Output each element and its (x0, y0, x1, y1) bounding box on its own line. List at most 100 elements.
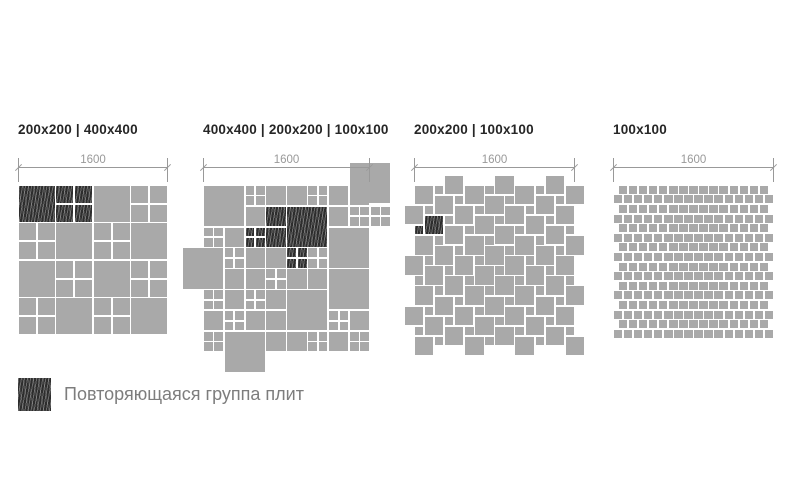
tile (37, 298, 55, 316)
tile (318, 185, 328, 195)
tile (639, 301, 648, 309)
tile (56, 223, 93, 260)
tile (434, 296, 454, 315)
tile (485, 246, 504, 265)
tile (203, 332, 213, 341)
tile (659, 224, 668, 233)
tile (744, 195, 753, 204)
tile (628, 262, 638, 271)
tile (613, 310, 623, 319)
dimension-extension-left (203, 158, 204, 182)
tile (182, 248, 224, 289)
tile (266, 290, 286, 310)
tile (684, 310, 693, 319)
tile (214, 332, 224, 341)
tile (434, 236, 444, 245)
tile-dark (56, 204, 74, 222)
tile (404, 306, 424, 325)
tile (618, 243, 628, 252)
tile (639, 320, 648, 329)
tile (628, 185, 638, 194)
tile (318, 332, 328, 341)
tile (414, 336, 434, 356)
tile (525, 266, 544, 285)
tile (654, 272, 663, 281)
tile (699, 185, 708, 194)
tile (112, 223, 130, 241)
tile-pattern-canvas (404, 175, 585, 356)
tile (203, 227, 213, 237)
tile (287, 269, 307, 289)
tile (694, 253, 703, 261)
tile (664, 253, 673, 261)
tile (434, 336, 444, 346)
tile (654, 253, 663, 261)
tile (535, 296, 554, 315)
tile (485, 236, 494, 245)
tile (414, 326, 424, 336)
tile (684, 233, 693, 242)
tile (565, 326, 575, 336)
tile-dark (75, 185, 93, 203)
figure-title: 100x100 (613, 122, 667, 137)
tile (659, 301, 668, 309)
tile (633, 195, 643, 204)
tile (56, 298, 93, 335)
tile (308, 185, 317, 195)
tile (203, 311, 224, 331)
tile (623, 233, 633, 242)
tile (633, 310, 643, 319)
tile (649, 320, 658, 329)
tile (266, 311, 286, 331)
tile (525, 306, 534, 315)
tile (754, 195, 764, 204)
tile (669, 281, 678, 290)
tile (308, 248, 317, 258)
tile (664, 329, 673, 338)
tile (287, 290, 328, 331)
tile-dark (245, 227, 255, 237)
tile (245, 196, 255, 206)
tile (628, 224, 638, 233)
tile (689, 224, 698, 233)
tile (613, 329, 623, 338)
tile (699, 205, 708, 213)
tile (266, 269, 276, 279)
tile (623, 195, 633, 204)
tile (749, 320, 759, 329)
tile (623, 214, 633, 223)
figure-title: 400x400 | 200x200 | 100x100 (203, 122, 389, 137)
tile (749, 185, 759, 194)
tile (505, 246, 514, 255)
tile (639, 262, 648, 271)
tile (613, 233, 623, 242)
tile (224, 290, 244, 310)
tile (505, 195, 514, 205)
tile (659, 205, 668, 213)
dimension-line (414, 167, 575, 168)
tile (689, 281, 698, 290)
tile (714, 214, 723, 223)
tile (664, 291, 673, 300)
tile (623, 253, 633, 261)
tile-dark (256, 227, 265, 237)
tile (764, 310, 774, 319)
tile (674, 329, 683, 338)
tile (545, 326, 565, 346)
tile (505, 256, 524, 275)
tile (684, 291, 693, 300)
tile (455, 256, 474, 275)
tile (525, 216, 544, 235)
tile (764, 195, 774, 204)
tile (729, 262, 738, 271)
tile (633, 291, 643, 300)
tile (360, 332, 370, 341)
tile (669, 262, 678, 271)
tile (404, 256, 424, 275)
tile (318, 342, 328, 352)
tile (744, 310, 753, 319)
repeating-group-swatch-icon (18, 378, 51, 411)
tile (714, 310, 723, 319)
tile (724, 329, 733, 338)
tile (754, 253, 764, 261)
